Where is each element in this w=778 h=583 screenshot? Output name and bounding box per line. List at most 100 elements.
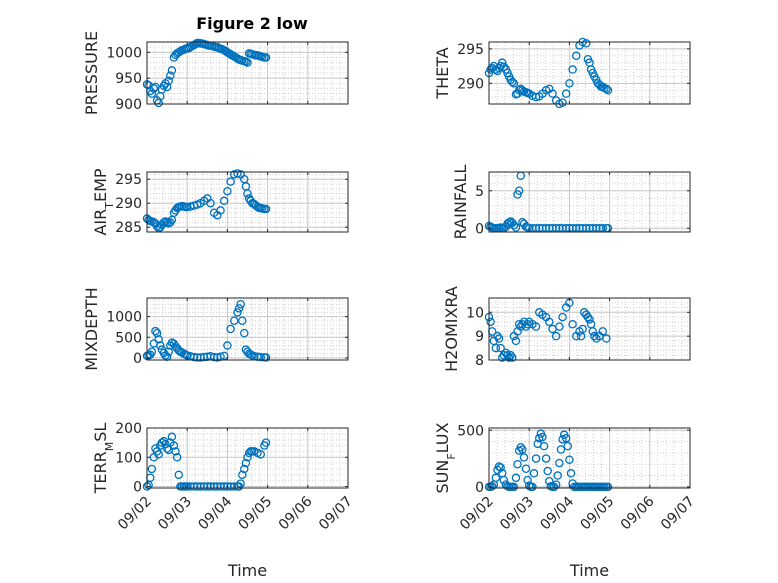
data-point — [566, 469, 576, 478]
data-point — [152, 328, 162, 338]
data-point — [509, 220, 519, 230]
data-point — [561, 433, 571, 443]
figure-title: Figure 2 low — [196, 14, 308, 33]
data-series — [484, 429, 613, 492]
data-point — [209, 482, 219, 491]
data-point — [508, 77, 517, 87]
data-point — [561, 89, 571, 98]
data-point — [164, 76, 173, 86]
axes-box — [146, 171, 349, 233]
data-series — [142, 169, 271, 233]
data-series — [142, 38, 271, 108]
data-point — [558, 312, 567, 322]
data-point — [216, 206, 225, 215]
data-point — [558, 435, 567, 444]
data-point — [147, 347, 157, 356]
data-point — [199, 352, 209, 362]
data-point — [558, 98, 567, 107]
data-point — [223, 186, 232, 196]
data-point — [602, 84, 611, 94]
data-point — [236, 299, 245, 309]
subplot-5: 0 500 1000 MIXDEPTH — [82, 287, 349, 371]
data-point — [256, 450, 266, 459]
data-point — [491, 343, 501, 353]
y-tick-label: 285 — [115, 220, 142, 236]
data-point — [509, 482, 519, 492]
y-tick-label: 200 — [115, 421, 142, 437]
data-point — [219, 351, 229, 361]
axes-box — [488, 41, 691, 105]
data-point — [240, 328, 249, 338]
data-point — [543, 466, 552, 476]
y-tick-label: 10 — [466, 305, 484, 321]
data-point — [539, 441, 549, 451]
data-point — [553, 471, 562, 480]
subplot-6: 8 9 10 H2OMIXRA — [442, 286, 691, 372]
data-point — [486, 317, 495, 327]
y-axis-label: THETA — [433, 47, 452, 99]
data-point — [514, 186, 524, 195]
x-axis-label: Time — [227, 561, 267, 580]
data-point — [171, 447, 180, 456]
y-tick-label: 290 — [115, 196, 142, 212]
data-point — [156, 341, 165, 350]
data-point — [209, 352, 219, 362]
data-point — [494, 334, 504, 343]
y-tick-label: 8 — [475, 353, 484, 369]
y-axis-label: MIXDEPTH — [82, 287, 101, 370]
data-point — [499, 475, 509, 485]
data-point — [568, 319, 577, 329]
data-point — [506, 350, 515, 360]
data-point — [583, 312, 593, 322]
y-axis-label: PRESSURE — [82, 31, 101, 115]
data-point — [206, 198, 215, 208]
data-point — [229, 316, 239, 325]
data-point — [498, 58, 507, 67]
data-point — [504, 353, 514, 362]
data-point — [602, 334, 611, 343]
data-point — [523, 319, 532, 329]
y-tick-label: 295 — [115, 172, 142, 188]
axes-box — [488, 171, 691, 233]
data-point — [241, 458, 251, 468]
data-point — [556, 445, 566, 454]
data-series — [484, 37, 613, 109]
y-tick-label: 100 — [115, 450, 142, 466]
y-tick-label: 0 — [133, 351, 142, 367]
data-point — [174, 470, 184, 480]
data-point — [219, 196, 229, 206]
y-tick-label: 9 — [475, 329, 484, 345]
data-point — [585, 315, 594, 324]
data-point — [233, 308, 242, 317]
data-point — [199, 482, 209, 491]
subplot-2: 290 295 THETA — [433, 37, 691, 109]
data-point — [563, 441, 573, 451]
data-point — [149, 84, 159, 93]
data-point — [516, 442, 526, 452]
y-tick-label: 1000 — [106, 45, 142, 61]
subplot-4: 0 5 RAINFALL — [451, 165, 691, 239]
data-point — [548, 89, 557, 98]
data-point — [551, 331, 561, 341]
data-point — [261, 353, 271, 362]
data-point — [531, 454, 541, 463]
y-tick-label: 500 — [115, 330, 142, 346]
data-point — [511, 473, 521, 483]
data-point — [241, 57, 251, 66]
data-point — [256, 352, 266, 362]
data-point — [167, 66, 177, 75]
y-axis-label: AIRTEMP — [91, 168, 116, 235]
data-point — [538, 432, 547, 442]
y-tick-label: 950 — [115, 71, 142, 87]
data-point — [261, 204, 271, 214]
data-point — [568, 65, 577, 74]
data-point — [226, 324, 235, 334]
data-point — [541, 454, 551, 463]
data-point — [598, 327, 608, 336]
y-tick-label: 500 — [457, 423, 484, 439]
axes-box — [146, 41, 349, 105]
y-tick-label: 290 — [457, 76, 484, 92]
data-point — [529, 469, 539, 478]
